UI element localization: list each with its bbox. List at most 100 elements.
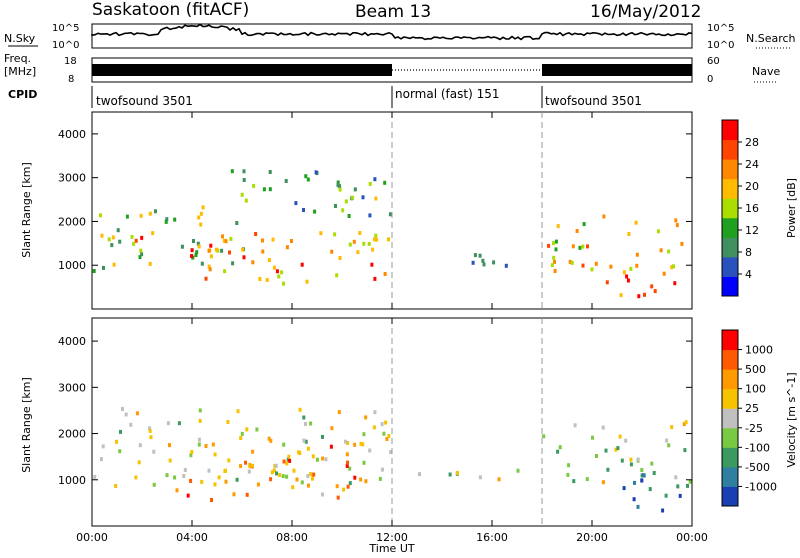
- colorbar-tick-label: 20: [745, 180, 759, 193]
- echo-cell: [198, 418, 202, 423]
- cpid-row: CPID twofsound 3501 normal (fast) 151 tw…: [8, 86, 642, 108]
- echo-cell: [134, 238, 138, 243]
- echo-cell: [118, 239, 122, 244]
- cpid-label: CPID: [8, 88, 37, 101]
- noise-tick-high-right: 10^5: [707, 23, 734, 34]
- echo-cell: [591, 435, 594, 440]
- echo-cell: [335, 484, 339, 489]
- noise-trace: [91, 23, 693, 41]
- echo-cell: [380, 422, 384, 427]
- echo-cell: [173, 217, 177, 222]
- echo-cell: [553, 269, 557, 273]
- echo-cell: [262, 187, 266, 192]
- colorbar-step: [722, 388, 738, 409]
- echo-cell: [241, 247, 245, 252]
- echo-cell: [306, 474, 310, 479]
- echo-cell: [152, 482, 156, 487]
- echo-cell: [309, 472, 313, 477]
- echo-cell: [620, 458, 624, 463]
- echo-cell: [152, 449, 156, 454]
- echo-cell: [602, 214, 606, 219]
- echo-cell: [345, 464, 349, 468]
- echo-cell: [635, 263, 639, 268]
- freq-label-2: [MHz]: [4, 65, 36, 78]
- date-title: 16/May/2012: [590, 2, 702, 22]
- echo-cell: [368, 448, 372, 453]
- echo-cell: [348, 481, 352, 486]
- echo-cell: [352, 239, 356, 244]
- echo-cell: [245, 492, 249, 497]
- echo-cell: [680, 241, 684, 246]
- echo-cell: [291, 485, 295, 490]
- colorbar-step: [722, 330, 738, 351]
- echo-cell: [383, 180, 387, 185]
- colorbar-step: [722, 159, 738, 180]
- echo-cell: [571, 244, 575, 249]
- echo-cell: [180, 244, 184, 249]
- echo-cell: [497, 477, 501, 482]
- echo-cell: [636, 504, 640, 509]
- echo-cell: [272, 468, 276, 473]
- echo-cell: [362, 241, 366, 246]
- colorbar-tick-label: 25: [745, 402, 759, 415]
- y-tick-label: 1000: [58, 259, 86, 272]
- echo-cell: [342, 487, 346, 492]
- echo-cell: [244, 460, 247, 465]
- echo-cell: [683, 448, 687, 453]
- echo-cell: [556, 449, 560, 454]
- echo-cell: [168, 458, 172, 463]
- colorbar-step: [722, 349, 738, 370]
- nave-label: Nave: [752, 65, 780, 78]
- colorbar-step: [722, 198, 738, 219]
- echo-cell: [670, 265, 674, 270]
- echo-cell: [575, 229, 579, 233]
- echo-cell: [165, 217, 169, 222]
- freq-label-1: Freq.: [4, 52, 31, 65]
- echo-cell: [550, 263, 554, 268]
- echo-cell: [173, 475, 177, 480]
- echo-cell: [674, 218, 678, 223]
- echo-cell: [653, 289, 657, 294]
- echo-cell: [189, 453, 193, 458]
- echo-cell: [626, 278, 630, 283]
- noise-tick-high: 10^5: [52, 23, 79, 34]
- echo-cell: [148, 428, 152, 433]
- echo-cell: [309, 421, 313, 426]
- echo-cell: [614, 447, 618, 452]
- echo-cell: [627, 232, 631, 236]
- echo-cell: [298, 451, 302, 455]
- y-tick-label: 3000: [58, 381, 86, 394]
- echo-cell: [304, 422, 307, 426]
- echo-cell: [118, 449, 122, 454]
- echo-cell: [361, 195, 365, 200]
- nsky-label: N.Sky: [4, 32, 36, 45]
- colorbar-tick-label: 1000: [745, 344, 773, 357]
- echo-cell: [92, 269, 96, 273]
- echo-cell: [116, 228, 120, 233]
- echo-cell: [213, 452, 217, 457]
- echo-cell: [227, 458, 231, 463]
- echo-cell: [384, 420, 388, 425]
- echo-cell: [374, 196, 378, 201]
- echo-cell: [634, 220, 638, 225]
- echo-cell: [101, 444, 105, 449]
- echo-cell: [368, 181, 372, 186]
- echo-cell: [624, 438, 628, 443]
- colorbar-step: [722, 178, 738, 199]
- echo-cell: [344, 199, 348, 204]
- echo-cell: [302, 438, 306, 443]
- colorbar-step: [722, 408, 738, 429]
- colorbar-step: [722, 369, 738, 390]
- colorbar-tick-label: 100: [745, 383, 766, 396]
- echo-cell: [272, 265, 276, 270]
- echo-cell: [665, 438, 669, 443]
- echo-cell: [211, 442, 215, 447]
- echo-cell: [99, 213, 102, 218]
- y-tick-label: 2000: [58, 215, 86, 228]
- echo-cell: [199, 222, 203, 227]
- echo-cell: [268, 187, 272, 192]
- echo-cell: [372, 425, 376, 430]
- echo-cell: [552, 241, 555, 246]
- velocity-ylabel: Slant Range [km]: [20, 377, 33, 473]
- echo-cell: [388, 212, 392, 217]
